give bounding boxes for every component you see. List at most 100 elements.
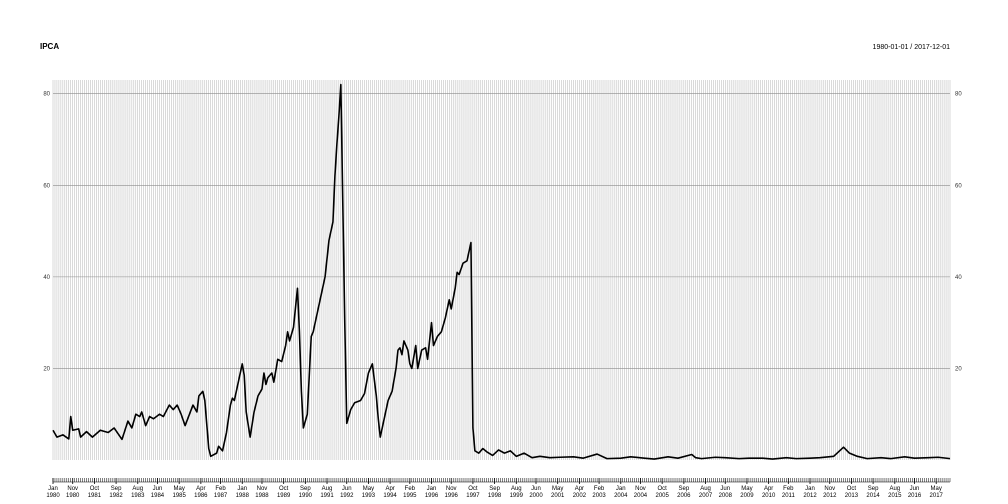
- x-tick-month: Feb: [405, 486, 416, 492]
- x-tick-month: Apr: [385, 486, 394, 492]
- x-tick-month: Oct: [657, 486, 667, 492]
- y-tick-label-right: 20: [955, 366, 962, 372]
- ipca-line: [52, 83, 951, 460]
- x-tick-month: Jan: [805, 486, 815, 492]
- x-tick-year: 2014: [866, 493, 880, 499]
- x-tick-year: 2010: [762, 493, 776, 499]
- x-tick-month: Jun: [342, 486, 352, 492]
- y-tick-label-left: 20: [43, 366, 50, 372]
- x-tick-month: Sep: [300, 486, 311, 492]
- x-tick-year: 1994: [383, 493, 397, 499]
- x-tick-year: 2017: [930, 493, 944, 499]
- x-tick-month: May: [173, 486, 184, 492]
- x-tick-year: 1997: [466, 493, 480, 499]
- x-tick-year: 1989: [277, 493, 291, 499]
- x-tick-month: Oct: [90, 486, 100, 492]
- y-axis-left: 20 40 60 80: [43, 92, 50, 373]
- x-tick-month: Oct: [279, 486, 289, 492]
- x-tick-month: Nov: [257, 486, 268, 492]
- x-tick-year: 1986: [194, 493, 208, 499]
- y-tick-label-right: 60: [955, 183, 962, 189]
- x-tick-month: Jan: [237, 486, 247, 492]
- x-tick-year: 1993: [362, 493, 376, 499]
- x-axis: Jan1980Nov1980Oct1981Sep1982Aug1983Jun19…: [46, 478, 951, 499]
- x-tick-year: 2004: [614, 493, 628, 499]
- x-tick-year: 2012: [803, 493, 817, 499]
- x-tick-year: 1981: [88, 493, 102, 499]
- x-tick-year: 2013: [845, 493, 859, 499]
- x-tick-year: 1991: [320, 493, 334, 499]
- x-tick-month: Nov: [446, 486, 457, 492]
- x-tick-month: Jan: [48, 486, 58, 492]
- x-tick-month: Apr: [575, 486, 584, 492]
- x-tick-year: 1983: [131, 493, 145, 499]
- x-tick-year: 1988: [255, 493, 269, 499]
- x-tick-month: Feb: [215, 486, 226, 492]
- x-tick-month: Aug: [511, 486, 522, 492]
- x-tick-month: Aug: [889, 486, 900, 492]
- x-tick-year: 1985: [172, 493, 186, 499]
- horizontal-gridlines: [53, 93, 950, 369]
- x-tick-year: 2016: [908, 493, 922, 499]
- x-tick-month: Apr: [196, 486, 205, 492]
- y-tick-label-right: 40: [955, 275, 962, 281]
- x-tick-year: 2004: [634, 493, 648, 499]
- minor-tick-marks: [52, 478, 951, 482]
- x-tick-month: May: [552, 486, 563, 492]
- x-tick-year: 1982: [109, 493, 123, 499]
- x-tick-year: 2002: [573, 493, 587, 499]
- x-tick-year: 1980: [46, 493, 60, 499]
- x-tick-month: May: [741, 486, 752, 492]
- date-range-label: 1980-01-01 / 2017-12-01: [873, 44, 951, 51]
- monthly-gridlines: [52, 80, 951, 460]
- x-tick-year: 2008: [719, 493, 733, 499]
- x-tick-year: 1996: [425, 493, 439, 499]
- x-tick-year: 1980: [66, 493, 80, 499]
- x-tick-year: 2011: [782, 493, 796, 499]
- x-tick-year: 2000: [529, 493, 543, 499]
- x-tick-year: 1990: [299, 493, 313, 499]
- x-tick-year: 1996: [445, 493, 459, 499]
- x-tick-month: Jan: [616, 486, 626, 492]
- x-tick-month: Oct: [468, 486, 478, 492]
- x-tick-month: Sep: [679, 486, 690, 492]
- x-tick-month: Oct: [847, 486, 857, 492]
- x-tick-month: Jun: [531, 486, 541, 492]
- x-tick-month: Feb: [783, 486, 794, 492]
- x-tick-month: Sep: [868, 486, 879, 492]
- x-tick-year: 2006: [677, 493, 691, 499]
- x-tick-year: 2015: [888, 493, 902, 499]
- y-tick-label-left: 60: [43, 183, 50, 189]
- chart-title: IPCA: [40, 42, 59, 51]
- x-tick-month: Nov: [67, 486, 78, 492]
- series-ipca: [52, 83, 951, 460]
- vertical-gridlines: [52, 80, 951, 460]
- x-tick-month: Nov: [635, 486, 646, 492]
- x-tick-month: Apr: [764, 486, 773, 492]
- x-tick-year: 1992: [340, 493, 354, 499]
- y-tick-label-right: 80: [955, 92, 962, 98]
- y-tick-label-left: 80: [43, 92, 50, 98]
- x-tick-year: 2005: [655, 493, 669, 499]
- x-tick-year: 1987: [214, 493, 228, 499]
- x-tick-month: Aug: [322, 486, 333, 492]
- x-tick-year: 2007: [699, 493, 713, 499]
- x-tick-month: Aug: [700, 486, 711, 492]
- x-tick-month: Sep: [489, 486, 500, 492]
- x-tick-year: 1998: [488, 493, 502, 499]
- x-tick-year: 1988: [236, 493, 250, 499]
- x-tick-year: 2009: [740, 493, 754, 499]
- x-tick-month: Aug: [132, 486, 143, 492]
- x-tick-month: Jan: [427, 486, 437, 492]
- x-tick-month: Nov: [824, 486, 835, 492]
- x-tick-year: 2012: [823, 493, 837, 499]
- y-axis-right: 20 40 60 80: [955, 92, 962, 373]
- x-tick-month: Jun: [153, 486, 163, 492]
- x-tick-month: May: [363, 486, 374, 492]
- y-tick-label-left: 40: [43, 275, 50, 281]
- x-tick-month: Sep: [111, 486, 122, 492]
- x-tick-month: May: [931, 486, 942, 492]
- x-tick-year: 2001: [551, 493, 565, 499]
- x-tick-year: 1999: [510, 493, 524, 499]
